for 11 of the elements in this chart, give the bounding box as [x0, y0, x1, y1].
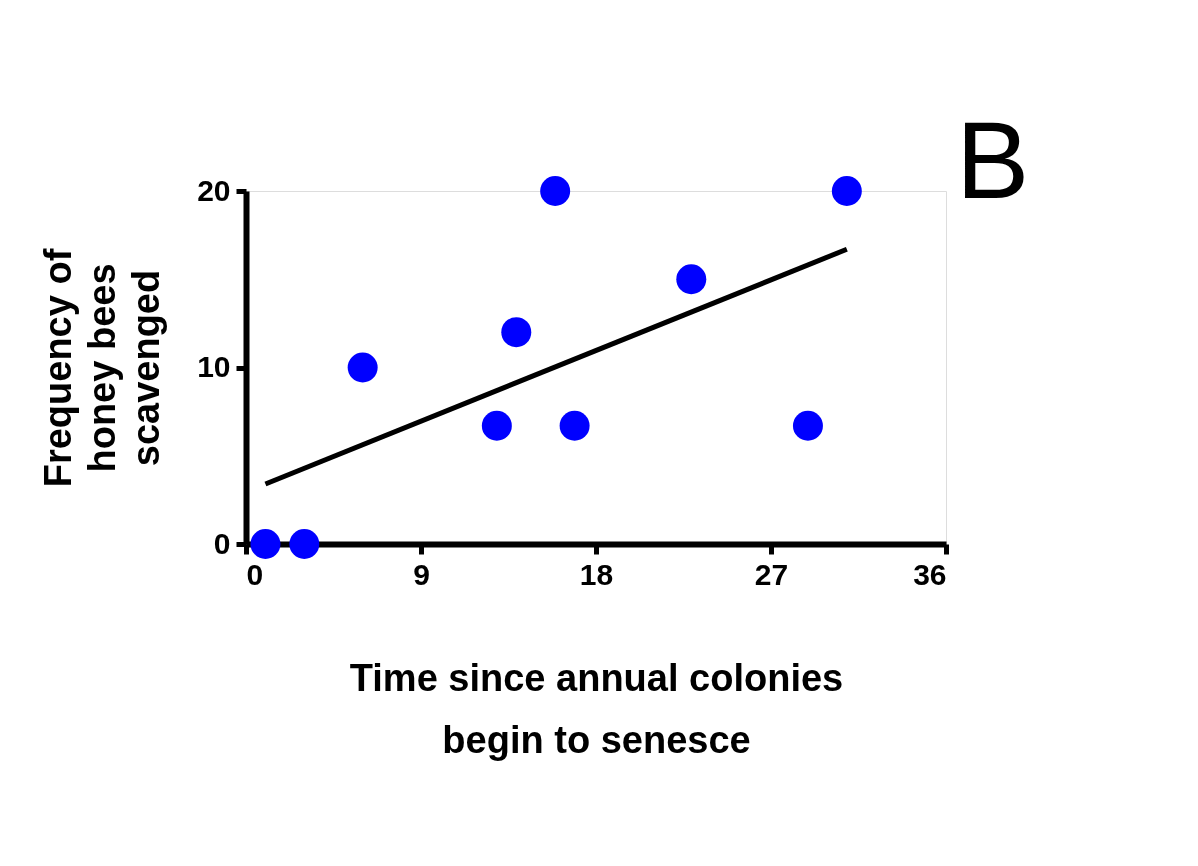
x-tick-label: 9	[413, 557, 430, 591]
y-tick-label: 0	[213, 526, 231, 560]
x-tick-label: 0	[246, 557, 264, 591]
y-tick-label: 20	[197, 173, 231, 207]
x-axis-title: Time since annual colonies begin to senesce	[349, 656, 844, 761]
y-tick-label: 10	[197, 350, 231, 383]
x-tick-label: 27	[754, 557, 789, 591]
x-tick-label: 36	[913, 557, 947, 591]
x-tick-label: 18	[579, 557, 614, 591]
text: B	[956, 98, 1030, 221]
y-axis-title: Frequency of honey bees scavenged	[37, 248, 168, 488]
